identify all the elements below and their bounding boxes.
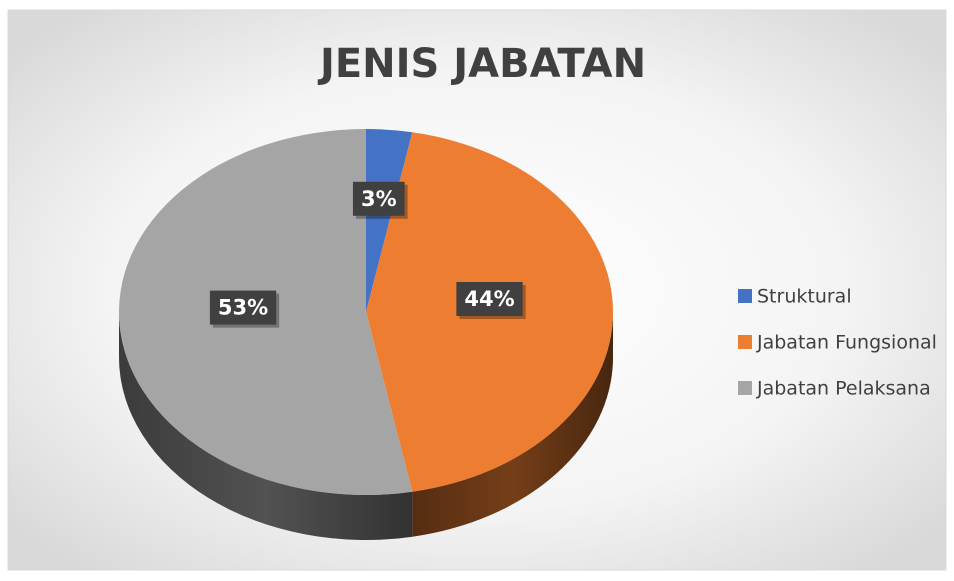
pie-side-shade [119, 312, 413, 540]
chart-title: JENIS JABATAN [317, 41, 646, 87]
data-label-box [209, 290, 277, 325]
pie-slice [366, 129, 413, 312]
data-label-box [352, 181, 405, 216]
data-label-box [456, 282, 523, 316]
legend-label: Jabatan Fungsional [756, 332, 937, 354]
pie-side-shade [412, 312, 613, 537]
legend-label: Struktural [757, 286, 852, 308]
data-label: 53% [218, 296, 268, 320]
legend-swatch [738, 289, 752, 303]
legend-swatch [738, 381, 752, 395]
pie: 3% 44% 53% [119, 129, 613, 540]
legend-label: Jabatan Pelaksana [756, 378, 931, 400]
data-label: 44% [464, 287, 514, 311]
legend: Struktural Jabatan Fungsional Jabatan Pela… [738, 286, 937, 400]
legend-swatch [738, 335, 752, 349]
data-label: 3% [361, 187, 397, 211]
